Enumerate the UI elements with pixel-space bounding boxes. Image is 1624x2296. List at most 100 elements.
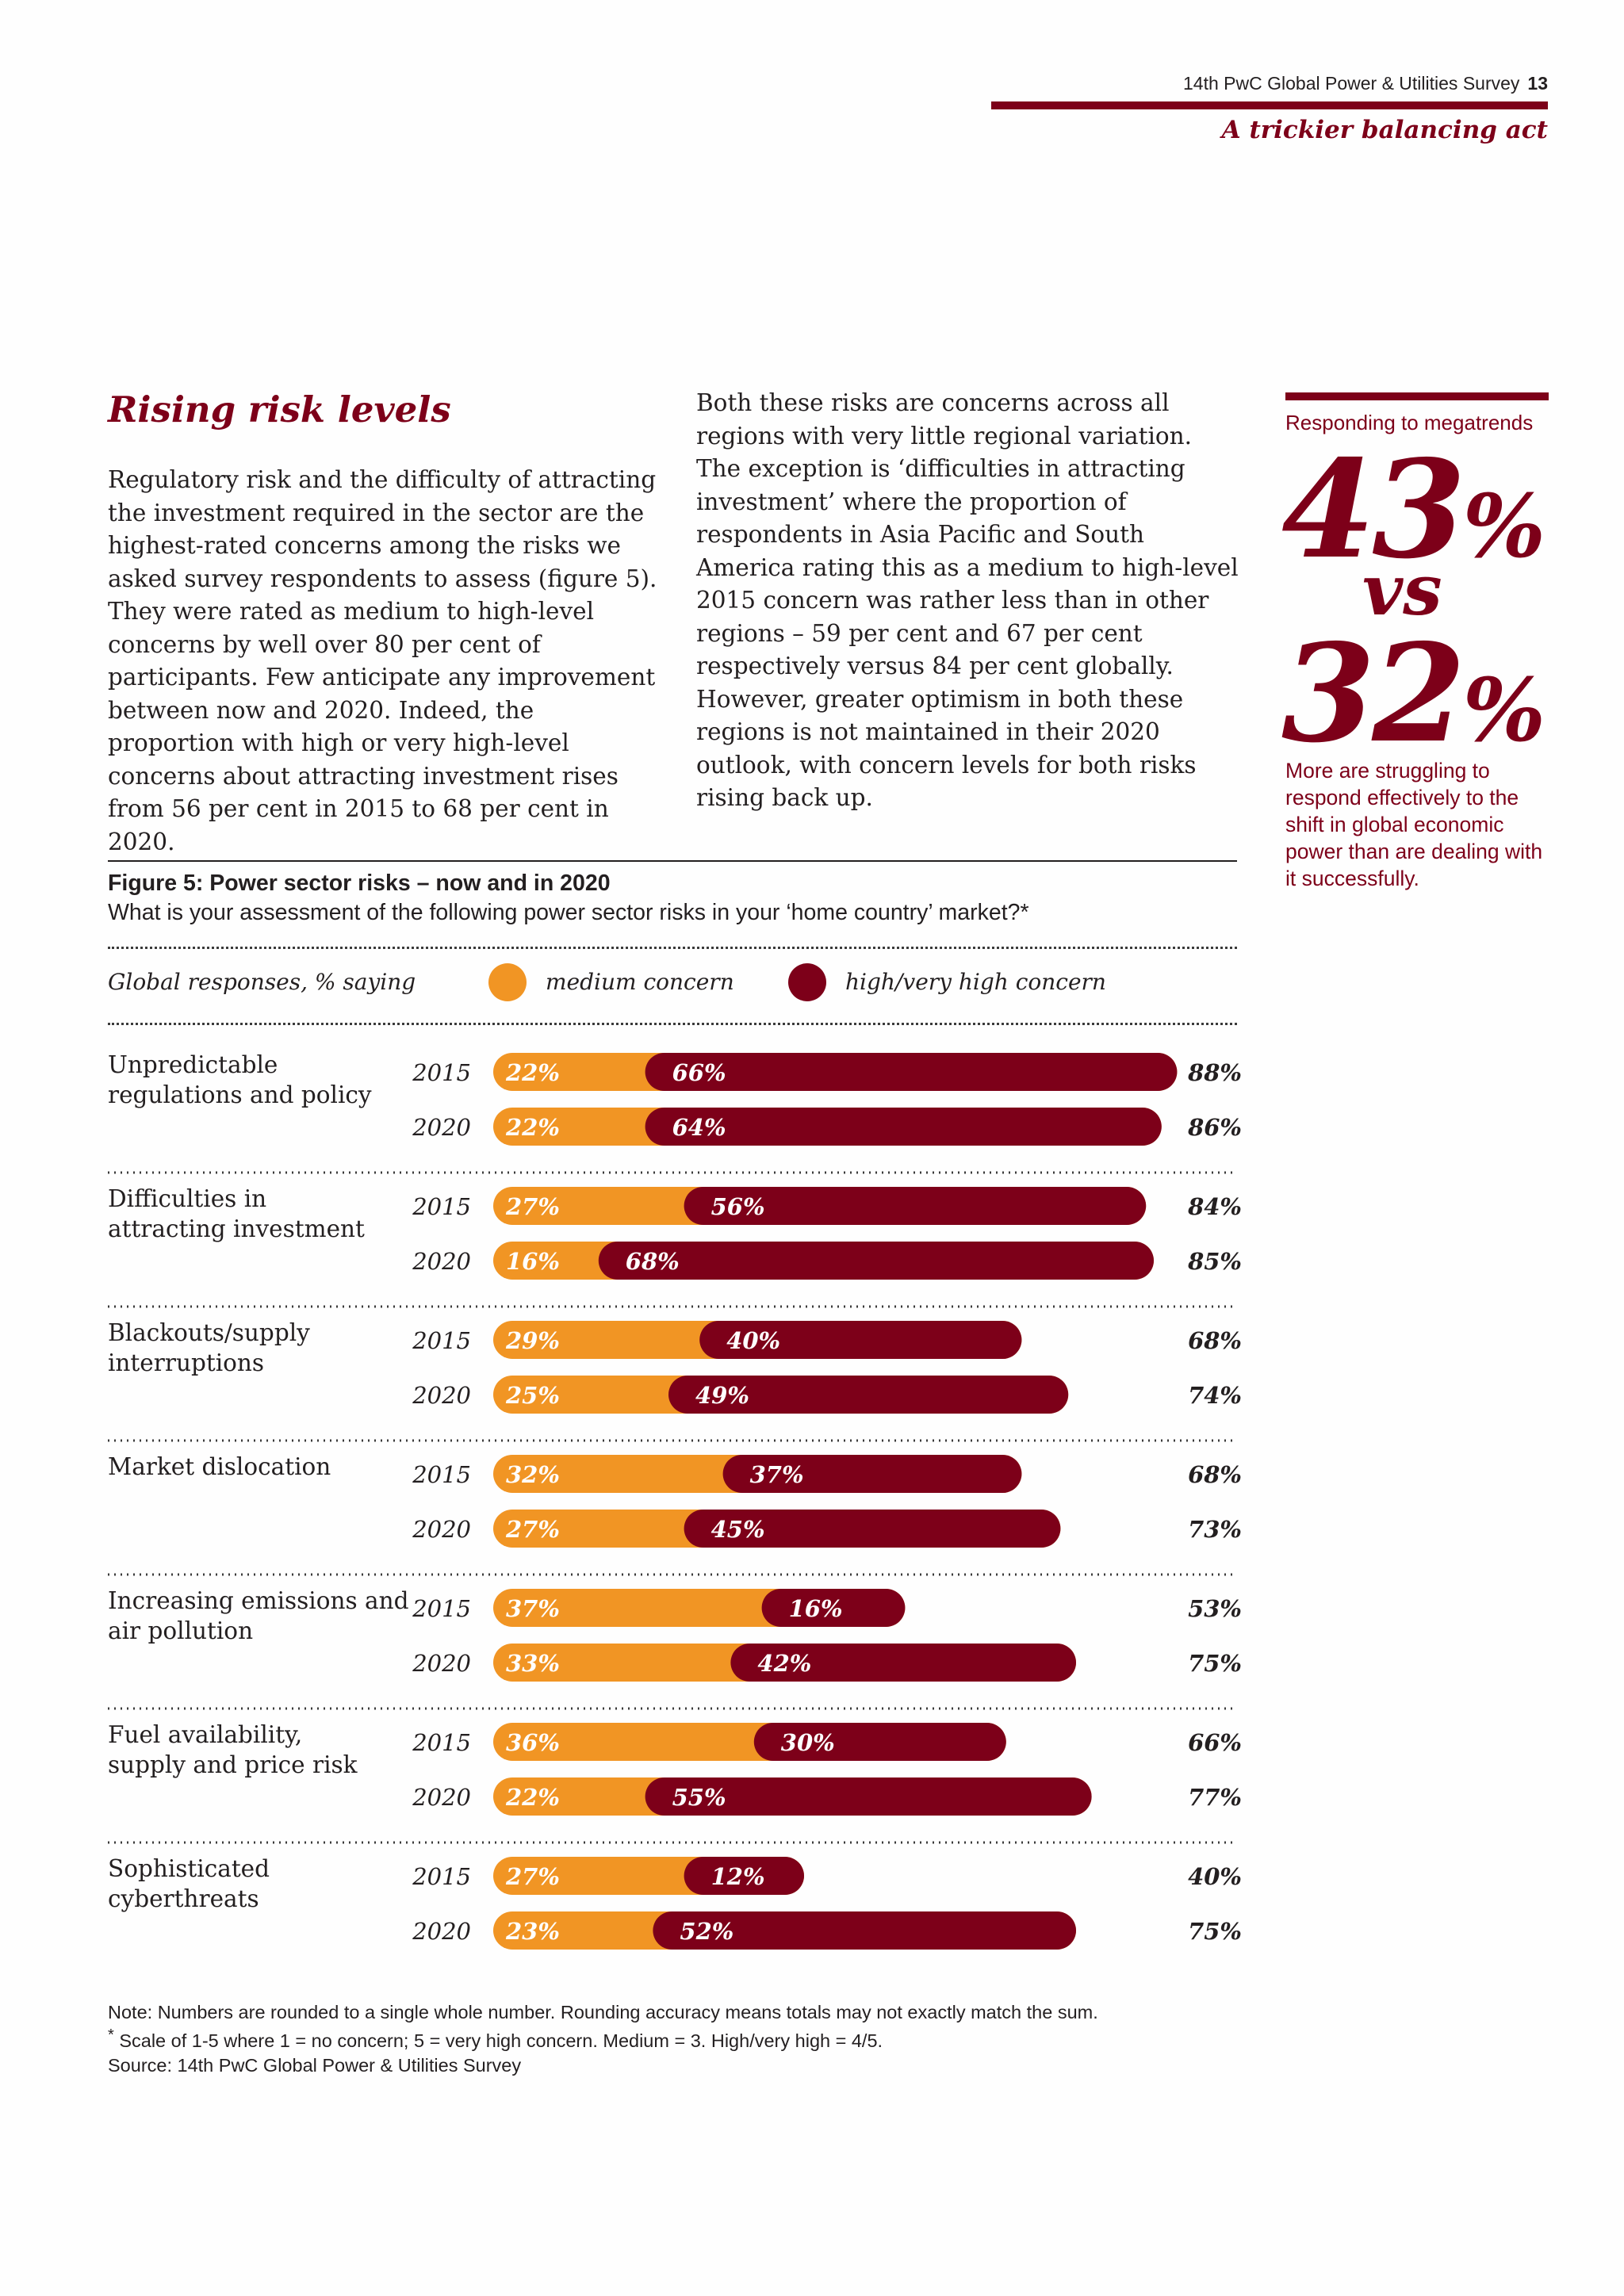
category-label: air pollution [108, 1617, 253, 1644]
data-label-total: 84% [1187, 1193, 1242, 1220]
year-label: 2015 [412, 1595, 471, 1622]
bar-high [730, 1644, 1076, 1682]
legend-high-label: high/very high concern [845, 969, 1106, 995]
category-label: Difficulties in [108, 1185, 266, 1212]
data-label-high: 66% [672, 1059, 726, 1086]
data-label-medium: 23% [505, 1918, 560, 1945]
data-label-total: 74% [1188, 1382, 1242, 1409]
section-title: A trickier balancing act [1221, 116, 1548, 144]
data-label-total: 53% [1188, 1595, 1242, 1622]
running-head: 14th PwC Global Power & Utilities Survey… [1183, 73, 1548, 94]
category-label: Sophisticated [108, 1855, 270, 1882]
bar-high [653, 1911, 1076, 1950]
header-rule [991, 101, 1548, 109]
data-label-high: 64% [672, 1114, 726, 1141]
data-label-high: 52% [680, 1918, 733, 1945]
bar-high [684, 1857, 804, 1895]
data-label-total: 77% [1188, 1784, 1242, 1811]
data-label-high: 45% [711, 1516, 765, 1543]
stat-struggling-value: 43 [1281, 430, 1466, 589]
category-label: Increasing emissions and [108, 1587, 409, 1614]
stat-vs: vs [1362, 549, 1442, 631]
year-label: 2020 [412, 1650, 471, 1677]
data-label-total: 68% [1188, 1461, 1242, 1488]
divider-dotted [108, 1023, 1237, 1025]
year-label: 2015 [412, 1193, 471, 1220]
legend-label: Global responses, % saying [108, 969, 416, 995]
data-label-medium: 22% [505, 1784, 560, 1811]
page-number: 13 [1527, 73, 1548, 94]
bar-high [598, 1242, 1154, 1280]
data-label-medium: 27% [505, 1516, 560, 1543]
data-label-high: 16% [789, 1595, 843, 1622]
stat-struggling: 43% [1281, 442, 1546, 577]
sidebar-caption: More are struggling to respond effective… [1285, 759, 1543, 890]
data-label-total: 68% [1188, 1327, 1242, 1354]
sidebar-label: Responding to megatrends [1285, 411, 1534, 434]
year-label: 2015 [412, 1863, 471, 1890]
data-label-high: 68% [626, 1248, 680, 1275]
category-label: supply and price risk [108, 1751, 358, 1778]
category-label: interruptions [108, 1349, 264, 1376]
category-label: Unpredictable [108, 1051, 278, 1078]
data-label-medium: 29% [505, 1327, 560, 1354]
data-label-total: 75% [1188, 1918, 1242, 1945]
category-label: Fuel availability, [108, 1721, 302, 1748]
year-label: 2020 [412, 1516, 471, 1543]
running-head-text: 14th PwC Global Power & Utilities Survey [1183, 73, 1520, 94]
sidebar-rule [1285, 392, 1549, 400]
figure-title: Figure 5: Power sector risks – now and i… [108, 871, 611, 896]
bar-high [668, 1376, 1069, 1414]
bar-high [645, 1053, 1178, 1091]
footnote-mark: * [108, 2026, 114, 2044]
category-label: Blackouts/supply [108, 1319, 310, 1346]
figure-scale-note-text: Scale of 1-5 where 1 = no concern; 5 = v… [119, 2030, 883, 2051]
bar-high [645, 1108, 1162, 1146]
figure-rule [108, 860, 1237, 862]
legend-medium-label: medium concern [546, 969, 734, 995]
article-column-2: Both these risks are concerns across all… [696, 389, 1239, 811]
data-label-medium: 27% [505, 1193, 560, 1220]
divider-dotted [108, 947, 1237, 949]
data-label-high: 49% [695, 1382, 749, 1409]
category-label: regulations and policy [108, 1081, 372, 1108]
data-label-total: 66% [1188, 1729, 1242, 1756]
data-label-high: 30% [781, 1729, 835, 1756]
stat-successful-value: 32 [1281, 614, 1466, 773]
article-title: Rising risk levels [108, 388, 451, 430]
data-label-medium: 37% [506, 1595, 560, 1622]
data-label-total: 73% [1188, 1516, 1242, 1543]
stat-struggling-pct: % [1462, 475, 1546, 577]
year-label: 2015 [412, 1729, 471, 1756]
article-column-1: Regulatory risk and the difficulty of at… [108, 466, 657, 855]
data-label-medium: 25% [505, 1382, 560, 1409]
figure-subtitle: What is your assessment of the following… [108, 900, 1029, 925]
year-label: 2020 [412, 1382, 471, 1409]
year-label: 2015 [412, 1461, 471, 1488]
legend-high-swatch [788, 963, 826, 1001]
data-label-medium: 22% [505, 1059, 560, 1086]
year-label: 2020 [412, 1918, 471, 1945]
data-label-total: 40% [1188, 1863, 1242, 1890]
risk-chart: Unpredictable regulations and policy 2015 2… [108, 1051, 1242, 1950]
figure-source: Source: 14th PwC Global Power & Utilitie… [108, 2055, 522, 2076]
bar-high [684, 1510, 1061, 1548]
data-label-medium: 33% [506, 1650, 560, 1677]
data-label-medium: 22% [505, 1114, 560, 1141]
year-label: 2020 [412, 1114, 471, 1141]
data-label-high: 37% [750, 1461, 804, 1488]
legend-medium-swatch [488, 963, 527, 1001]
year-label: 2015 [412, 1059, 471, 1086]
data-label-total: 86% [1187, 1114, 1242, 1141]
data-label-high: 12% [711, 1863, 765, 1890]
stat-successful-pct: % [1462, 659, 1546, 761]
data-label-high: 56% [711, 1193, 765, 1220]
category-label: cyberthreats [108, 1885, 259, 1912]
bar-high [684, 1187, 1147, 1225]
category-label: Market dislocation [108, 1453, 331, 1480]
stat-successful: 32% [1281, 626, 1546, 761]
bar-high [699, 1321, 1022, 1359]
bar-high [753, 1723, 1006, 1761]
bar-high [761, 1589, 906, 1627]
category-label: attracting investment [108, 1215, 365, 1242]
